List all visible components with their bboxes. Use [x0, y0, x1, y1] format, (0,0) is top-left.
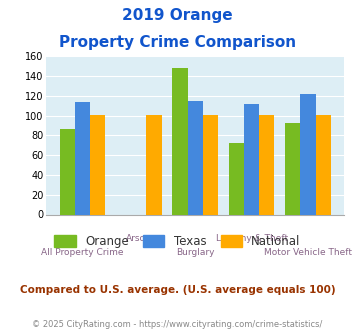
Text: Larceny & Theft: Larceny & Theft — [215, 234, 288, 243]
Text: © 2025 CityRating.com - https://www.cityrating.com/crime-statistics/: © 2025 CityRating.com - https://www.city… — [32, 320, 323, 329]
Bar — [259, 115, 274, 214]
Bar — [188, 101, 203, 214]
Bar — [203, 115, 218, 214]
Text: Burglary: Burglary — [176, 248, 214, 257]
Bar — [173, 68, 188, 214]
Text: Arson: Arson — [126, 234, 152, 243]
Text: All Property Crime: All Property Crime — [41, 248, 124, 257]
Bar — [316, 115, 331, 214]
Bar — [90, 115, 105, 214]
Bar — [147, 115, 162, 214]
Bar — [75, 102, 90, 214]
Bar — [285, 123, 300, 214]
Legend: Orange, Texas, National: Orange, Texas, National — [50, 231, 305, 253]
Text: Property Crime Comparison: Property Crime Comparison — [59, 35, 296, 50]
Bar — [300, 94, 316, 214]
Text: Motor Vehicle Theft: Motor Vehicle Theft — [264, 248, 352, 257]
Bar — [229, 143, 244, 214]
Text: 2019 Orange: 2019 Orange — [122, 8, 233, 23]
Bar — [60, 129, 75, 214]
Bar — [244, 104, 259, 214]
Text: Compared to U.S. average. (U.S. average equals 100): Compared to U.S. average. (U.S. average … — [20, 285, 335, 295]
